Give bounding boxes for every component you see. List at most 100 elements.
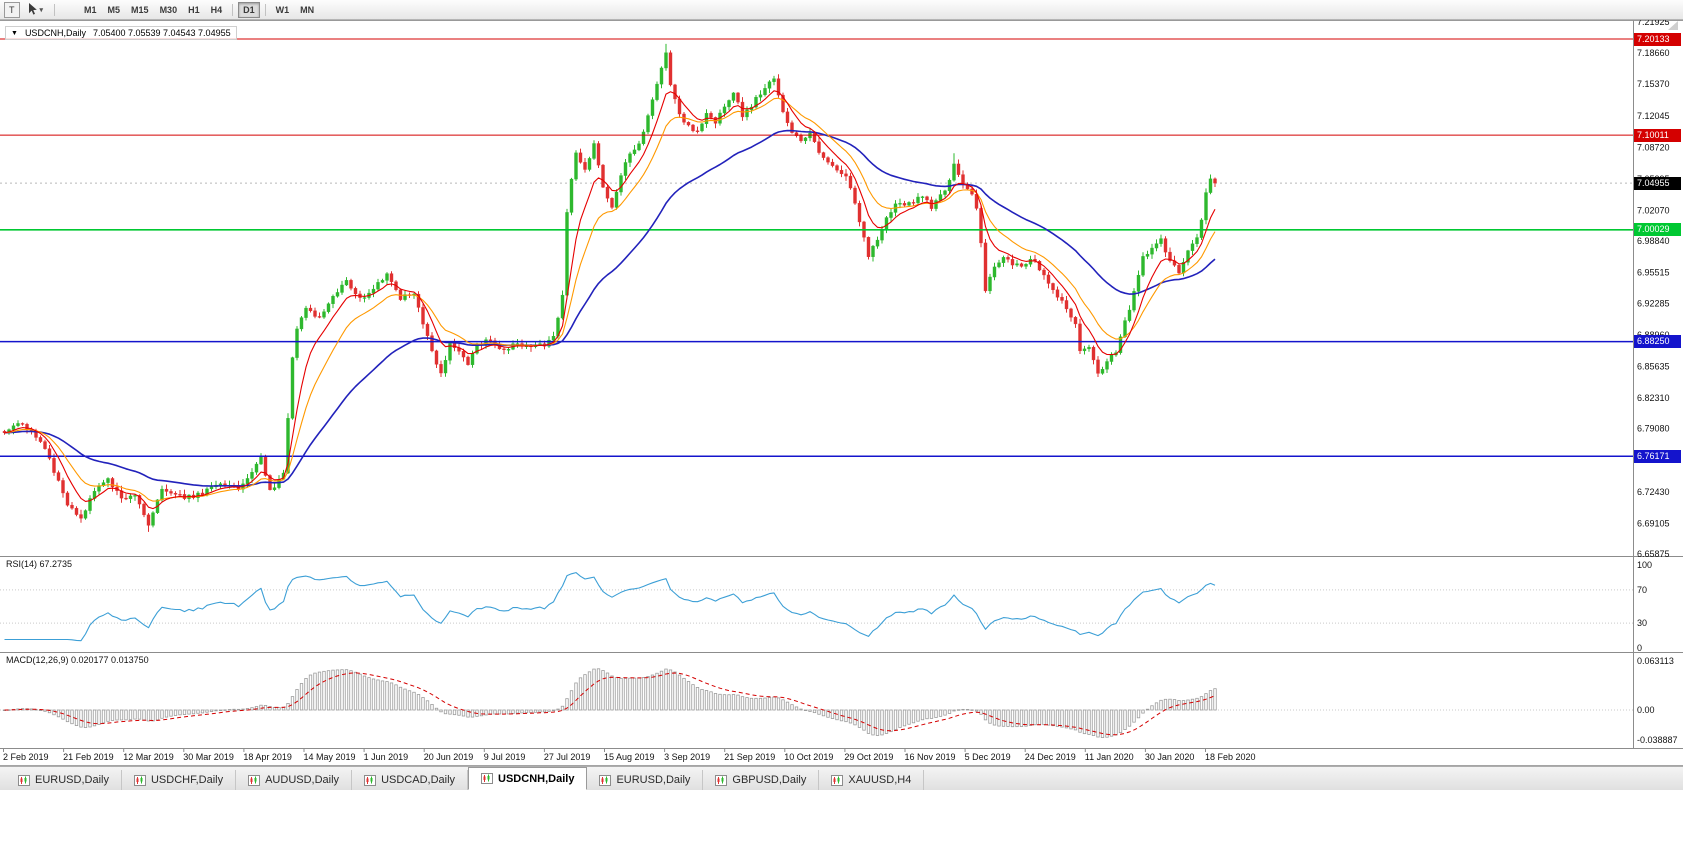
chart-tab-icon	[248, 774, 261, 786]
cursor-tool-button[interactable]: ▾	[22, 2, 49, 18]
chart-tab-icon	[481, 773, 494, 784]
chart-tab-xauusd-h4[interactable]: XAUUSD,H4	[819, 770, 925, 790]
timeframe-button-m30[interactable]: M30	[155, 2, 183, 18]
chart-tab-label: EURUSD,Daily	[616, 774, 691, 786]
svg-text:6.98840: 6.98840	[1637, 236, 1670, 246]
chart-tab-icon	[715, 774, 728, 786]
scroll-marker-icon[interactable]	[1668, 21, 1678, 30]
rsi-plot	[4, 572, 1216, 642]
svg-text:7.21925: 7.21925	[1637, 17, 1670, 27]
svg-text:30: 30	[1637, 618, 1647, 628]
svg-text:29 Oct 2019: 29 Oct 2019	[844, 752, 893, 762]
chart-tab-label: AUDUSD,Daily	[265, 774, 340, 786]
svg-text:0.00: 0.00	[1637, 705, 1655, 715]
top-toolbar: T ▾ M1 M5 M15 M30 H1 H4 D1 W1 MN	[0, 0, 1683, 20]
svg-text:9 Jul 2019: 9 Jul 2019	[484, 752, 526, 762]
svg-text:7.15370: 7.15370	[1637, 79, 1670, 89]
toolbar-divider	[232, 3, 234, 16]
chart-tabs-bar: EURUSD,Daily USDCHF,Daily AUDUSD,Daily USDC…	[0, 766, 1683, 790]
templates-button[interactable]: T	[4, 1, 20, 18]
candles-layer	[2, 43, 1217, 532]
moving-averages	[4, 90, 1216, 510]
panel-separators	[0, 20, 1683, 766]
macd-label: MACD(12,26,9) 0.020177 0.013750	[6, 655, 149, 665]
chart-tab-label: XAUUSD,H4	[848, 774, 912, 786]
chart-tab-eurusd-daily[interactable]: EURUSD,Daily	[587, 770, 704, 790]
timeframe-button-m15[interactable]: M15	[126, 2, 154, 18]
chart-tab-icon	[599, 774, 612, 786]
svg-text:7.02070: 7.02070	[1637, 205, 1670, 215]
chart-tab-label: USDCHF,Daily	[150, 774, 224, 786]
svg-text:7.18660: 7.18660	[1637, 48, 1670, 58]
cursor-icon	[27, 2, 38, 17]
svg-text:5 Dec 2019: 5 Dec 2019	[965, 752, 1011, 762]
svg-text:100: 100	[1637, 560, 1652, 570]
svg-text:0.063113: 0.063113	[1637, 656, 1674, 666]
chart-tab-eurusd-daily[interactable]: EURUSD,Daily	[6, 770, 122, 790]
timeframe-button-h4[interactable]: H4	[206, 2, 228, 18]
toolbar-divider	[264, 3, 266, 16]
svg-text:21 Sep 2019: 21 Sep 2019	[724, 752, 775, 762]
svg-text:6.85635: 6.85635	[1637, 361, 1670, 371]
timeframe-button-m5[interactable]: M5	[103, 2, 126, 18]
svg-text:18 Apr 2019: 18 Apr 2019	[243, 752, 292, 762]
timeframe-button-mn[interactable]: MN	[295, 2, 319, 18]
chart-tab-icon	[18, 774, 30, 786]
svg-text:24 Dec 2019: 24 Dec 2019	[1025, 752, 1076, 762]
date-axis: 2 Feb 2019 21 Feb 2019 12 Mar 2019 30 Mar 2…	[3, 749, 1256, 762]
chart-tab-audusd-daily[interactable]: AUDUSD,Daily	[236, 770, 353, 790]
macd-plot	[2, 668, 1217, 738]
timeframe-button-w1[interactable]: W1	[271, 2, 295, 18]
chart-tab-label: USDCAD,Daily	[381, 774, 456, 786]
chart-ohlc-label: ▼ USDCNH,Daily 7.05400 7.05539 7.04543 7…	[5, 26, 237, 40]
svg-text:3 Sep 2019: 3 Sep 2019	[664, 752, 710, 762]
chart-tab-label: EURUSD,Daily	[35, 774, 109, 786]
ohlc-values: 7.05400 7.05539 7.04543 7.04955	[92, 28, 231, 38]
svg-text:15 Aug 2019: 15 Aug 2019	[604, 752, 655, 762]
chart-tab-icon	[831, 774, 844, 786]
svg-text:27 Jul 2019: 27 Jul 2019	[544, 752, 591, 762]
svg-text:70: 70	[1637, 585, 1647, 595]
svg-text:11 Jan 2020: 11 Jan 2020	[1085, 752, 1134, 762]
axis-labels: 7.21925 7.18660 7.15370 7.12045 7.08720 7.053…	[1637, 17, 1678, 745]
svg-text:6.95515: 6.95515	[1637, 268, 1670, 278]
chart-tab-label: USDCNH,Daily	[498, 772, 575, 785]
chart-tab-icon	[364, 774, 377, 786]
timeframe-button-h1[interactable]: H1	[183, 2, 205, 18]
svg-text:7.08720: 7.08720	[1637, 142, 1670, 152]
svg-text:-0.038887: -0.038887	[1637, 735, 1678, 745]
svg-text:6.69105: 6.69105	[1637, 518, 1670, 528]
chart-tab-usdcnh-daily[interactable]: USDCNH,Daily	[468, 767, 588, 790]
svg-text:20 Jun 2019: 20 Jun 2019	[424, 752, 474, 762]
svg-text:0: 0	[1637, 643, 1642, 653]
svg-text:16 Nov 2019: 16 Nov 2019	[905, 752, 956, 762]
toolbar-divider	[54, 3, 56, 16]
svg-text:18 Feb 2020: 18 Feb 2020	[1205, 752, 1256, 762]
svg-text:10 Oct 2019: 10 Oct 2019	[784, 752, 833, 762]
grid-layer	[0, 182, 1634, 711]
svg-text:7.12045: 7.12045	[1637, 111, 1670, 121]
svg-text:30 Jan 2020: 30 Jan 2020	[1145, 752, 1195, 762]
svg-text:2 Feb 2019: 2 Feb 2019	[3, 752, 49, 762]
svg-text:12 Mar 2019: 12 Mar 2019	[123, 752, 174, 762]
timeframe-button-d1[interactable]: D1	[238, 1, 260, 18]
chart-tab-usdcad-daily[interactable]: USDCAD,Daily	[352, 770, 469, 790]
horizontal-level-lines[interactable]	[0, 38, 1634, 458]
symbol-dropdown-icon[interactable]: ▼	[11, 29, 18, 37]
chart-tab-icon	[133, 774, 146, 786]
chart-tab-usdchf-daily[interactable]: USDCHF,Daily	[122, 770, 237, 790]
svg-text:6.72430: 6.72430	[1637, 487, 1670, 497]
rsi-label: RSI(14) 67.2735	[6, 559, 73, 569]
svg-text:21 Feb 2019: 21 Feb 2019	[63, 752, 114, 762]
svg-text:6.65875: 6.65875	[1637, 549, 1670, 559]
timeframe-button-m1[interactable]: M1	[79, 2, 102, 18]
chart-tab-gbpusd-daily[interactable]: GBPUSD,Daily	[703, 770, 820, 790]
svg-text:7.05395: 7.05395	[1637, 174, 1670, 184]
svg-text:6.79080: 6.79080	[1637, 424, 1670, 434]
timeframe-group: M1 M5 M15 M30 H1 H4 D1 W1 MN	[79, 1, 319, 18]
chevron-down-icon: ▾	[39, 6, 44, 14]
svg-text:14 May 2019: 14 May 2019	[304, 752, 356, 762]
svg-text:6.75755: 6.75755	[1637, 455, 1670, 465]
